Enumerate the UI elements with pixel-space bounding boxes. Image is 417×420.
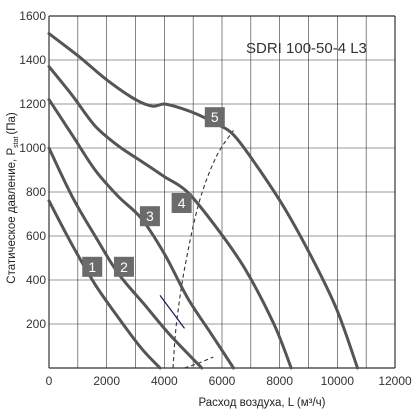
x-tick-label: 12000 (378, 374, 412, 388)
curve-badge-2: 2 (113, 256, 134, 277)
y-axis-title: Статическое давление, Pstat (Па) (6, 112, 20, 284)
curve-badge-4: 4 (171, 193, 192, 213)
efficiency-line (184, 356, 214, 369)
x-tick-label: 8000 (266, 374, 293, 388)
y-tick-label: 1200 (19, 97, 46, 111)
fan-curve-5 (47, 32, 359, 370)
chart-title: SDRI 100-50-4 L3 (246, 40, 367, 57)
y-tick-label: 600 (26, 229, 46, 243)
curve-badge-box (204, 107, 225, 128)
curve-badge-label: 3 (146, 208, 154, 224)
y-axis-title-unit: (Па) (6, 112, 18, 134)
y-tick-label: 800 (26, 185, 46, 199)
x-axis-ticks: 0 2000 4000 6000 8000 10000 12000 (46, 374, 412, 388)
curve-badge-5: 5 (204, 107, 225, 128)
curve-badge-label: 4 (178, 195, 186, 211)
curve-badge-label: 2 (120, 259, 128, 275)
curve-badge-box (113, 256, 134, 277)
y-tick-label: 1000 (19, 141, 46, 155)
x-tick-label: 4000 (151, 374, 178, 388)
curve-badge-box (139, 206, 160, 227)
y-tick-label: 1400 (19, 53, 46, 67)
fan-curve-1 (47, 199, 162, 370)
x-tick-label: 0 (46, 374, 53, 388)
efficiency-lines (159, 130, 234, 369)
x-tick-label: 2000 (93, 374, 120, 388)
y-tick-label: 400 (26, 273, 46, 287)
curve-badge-3: 3 (139, 206, 160, 227)
fan-curve-4 (47, 65, 293, 370)
y-tick-label: 1600 (19, 9, 46, 23)
curve-badge-box (171, 193, 192, 213)
x-axis-title: Расход воздуха, L (м³/ч) (199, 397, 326, 409)
curve-badges: 1 2 3 4 5 (82, 107, 225, 277)
x-tick-label: 6000 (209, 374, 236, 388)
curve-badge-label: 1 (88, 259, 96, 275)
efficiency-segment (159, 295, 185, 329)
y-axis-title-main: Статическое давление, P (6, 148, 18, 284)
y-tick-label: 200 (26, 317, 46, 331)
x-tick-label: 10000 (321, 374, 355, 388)
curve-badge-label: 5 (211, 109, 219, 125)
y-axis-title-subscript: stat (13, 137, 20, 148)
y-axis-ticks: 200 400 600 800 1000 1200 1400 1600 (19, 9, 46, 331)
curve-badge-box (82, 256, 103, 277)
efficiency-line (172, 130, 234, 369)
curve-badge-1: 1 (82, 256, 103, 277)
